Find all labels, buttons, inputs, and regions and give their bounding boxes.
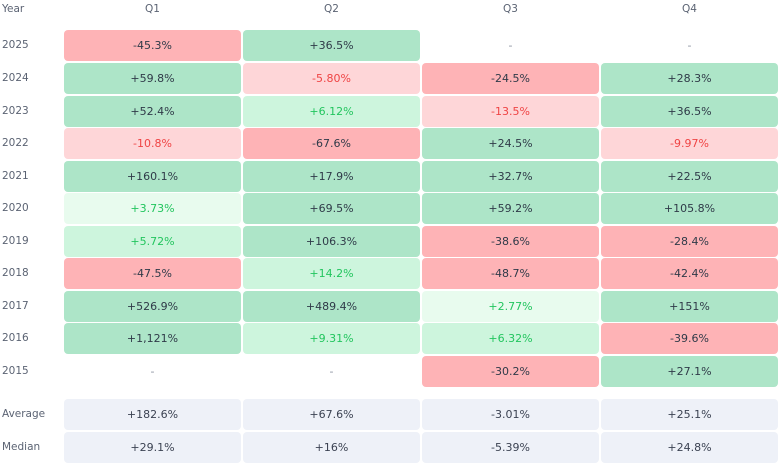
- year-label: 2020: [2, 202, 29, 214]
- return-cell: -: [508, 39, 513, 52]
- table-row: 2021 +160.1% +17.9% +32.7% +22.5%: [0, 161, 780, 192]
- table-row: 2020 +3.73% +69.5% +59.2% +105.8%: [0, 193, 780, 224]
- return-cell: +69.5%: [243, 193, 420, 224]
- return-cell: -67.6%: [243, 128, 420, 159]
- return-cell: +1,121%: [64, 323, 241, 354]
- average-cell: +67.6%: [243, 399, 420, 430]
- average-cell: +25.1%: [601, 399, 778, 430]
- return-cell: +22.5%: [601, 161, 778, 192]
- year-label: 2019: [2, 235, 29, 247]
- median-label: Median: [2, 441, 41, 453]
- return-cell: -30.2%: [422, 356, 599, 387]
- median-cell: -5.39%: [422, 432, 599, 463]
- return-cell: +14.2%: [243, 258, 420, 289]
- year-column-header: Year: [2, 3, 25, 15]
- return-cell: +6.12%: [243, 96, 420, 127]
- q3-column-header: Q3: [503, 3, 518, 15]
- year-label: 2015: [2, 365, 29, 377]
- return-cell: -: [150, 365, 155, 378]
- return-cell: +52.4%: [64, 96, 241, 127]
- table-row: 2015 - - -30.2% +27.1%: [0, 356, 780, 387]
- return-cell: +2.77%: [422, 291, 599, 322]
- return-cell: +5.72%: [64, 226, 241, 257]
- average-cell: -3.01%: [422, 399, 599, 430]
- return-cell: +32.7%: [422, 161, 599, 192]
- return-cell: +9.31%: [243, 323, 420, 354]
- year-label: 2017: [2, 300, 29, 312]
- return-cell: +59.8%: [64, 63, 241, 94]
- table-row: 2017 +526.9% +489.4% +2.77% +151%: [0, 291, 780, 322]
- year-label: 2016: [2, 332, 29, 344]
- return-cell: +151%: [601, 291, 778, 322]
- return-cell: +17.9%: [243, 161, 420, 192]
- return-cell: -10.8%: [64, 128, 241, 159]
- return-cell: +526.9%: [64, 291, 241, 322]
- return-cell: +489.4%: [243, 291, 420, 322]
- return-cell: +36.5%: [243, 30, 420, 61]
- return-cell: +106.3%: [243, 226, 420, 257]
- year-label: 2025: [2, 39, 29, 51]
- return-cell: +27.1%: [601, 356, 778, 387]
- return-cell: +3.73%: [64, 193, 241, 224]
- average-cell: +182.6%: [64, 399, 241, 430]
- return-cell: -45.3%: [64, 30, 241, 61]
- table-row: 2024 +59.8% -5.80% -24.5% +28.3%: [0, 63, 780, 94]
- year-label: 2023: [2, 105, 29, 117]
- q1-column-header: Q1: [145, 3, 160, 15]
- year-label: 2021: [2, 170, 29, 182]
- median-cell: +24.8%: [601, 432, 778, 463]
- median-cell: +16%: [243, 432, 420, 463]
- q2-column-header: Q2: [324, 3, 339, 15]
- return-cell: +28.3%: [601, 63, 778, 94]
- return-cell: +6.32%: [422, 323, 599, 354]
- median-row: Median +29.1% +16% -5.39% +24.8%: [0, 432, 780, 463]
- average-label: Average: [2, 408, 46, 420]
- return-cell: -39.6%: [601, 323, 778, 354]
- return-cell: +59.2%: [422, 193, 599, 224]
- return-cell: -48.7%: [422, 258, 599, 289]
- table-row: 2018 -47.5% +14.2% -48.7% -42.4%: [0, 258, 780, 289]
- average-row: Average +182.6% +67.6% -3.01% +25.1%: [0, 399, 780, 430]
- return-cell: +36.5%: [601, 96, 778, 127]
- q4-column-header: Q4: [682, 3, 697, 15]
- return-cell: -: [329, 365, 334, 378]
- return-cell: -13.5%: [422, 96, 599, 127]
- year-label: 2018: [2, 267, 29, 279]
- return-cell: +105.8%: [601, 193, 778, 224]
- median-cell: +29.1%: [64, 432, 241, 463]
- table-row: 2019 +5.72% +106.3% -38.6% -28.4%: [0, 226, 780, 257]
- return-cell: +24.5%: [422, 128, 599, 159]
- year-label: 2022: [2, 137, 29, 149]
- table-row: 2022 -10.8% -67.6% +24.5% -9.97%: [0, 128, 780, 159]
- return-cell: -47.5%: [64, 258, 241, 289]
- year-label: 2024: [2, 72, 29, 84]
- return-cell: -5.80%: [243, 63, 420, 94]
- table-row: 2023 +52.4% +6.12% -13.5% +36.5%: [0, 96, 780, 127]
- return-cell: -28.4%: [601, 226, 778, 257]
- return-cell: +160.1%: [64, 161, 241, 192]
- table-header-row: Year Q1 Q2 Q3 Q4: [0, 0, 780, 18]
- return-cell: -9.97%: [601, 128, 778, 159]
- table-row: 2016 +1,121% +9.31% +6.32% -39.6%: [0, 323, 780, 354]
- return-cell: -42.4%: [601, 258, 778, 289]
- return-cell: -38.6%: [422, 226, 599, 257]
- return-cell: -24.5%: [422, 63, 599, 94]
- return-cell: -: [687, 39, 692, 52]
- table-row: 2025 -45.3% +36.5% - -: [0, 30, 780, 61]
